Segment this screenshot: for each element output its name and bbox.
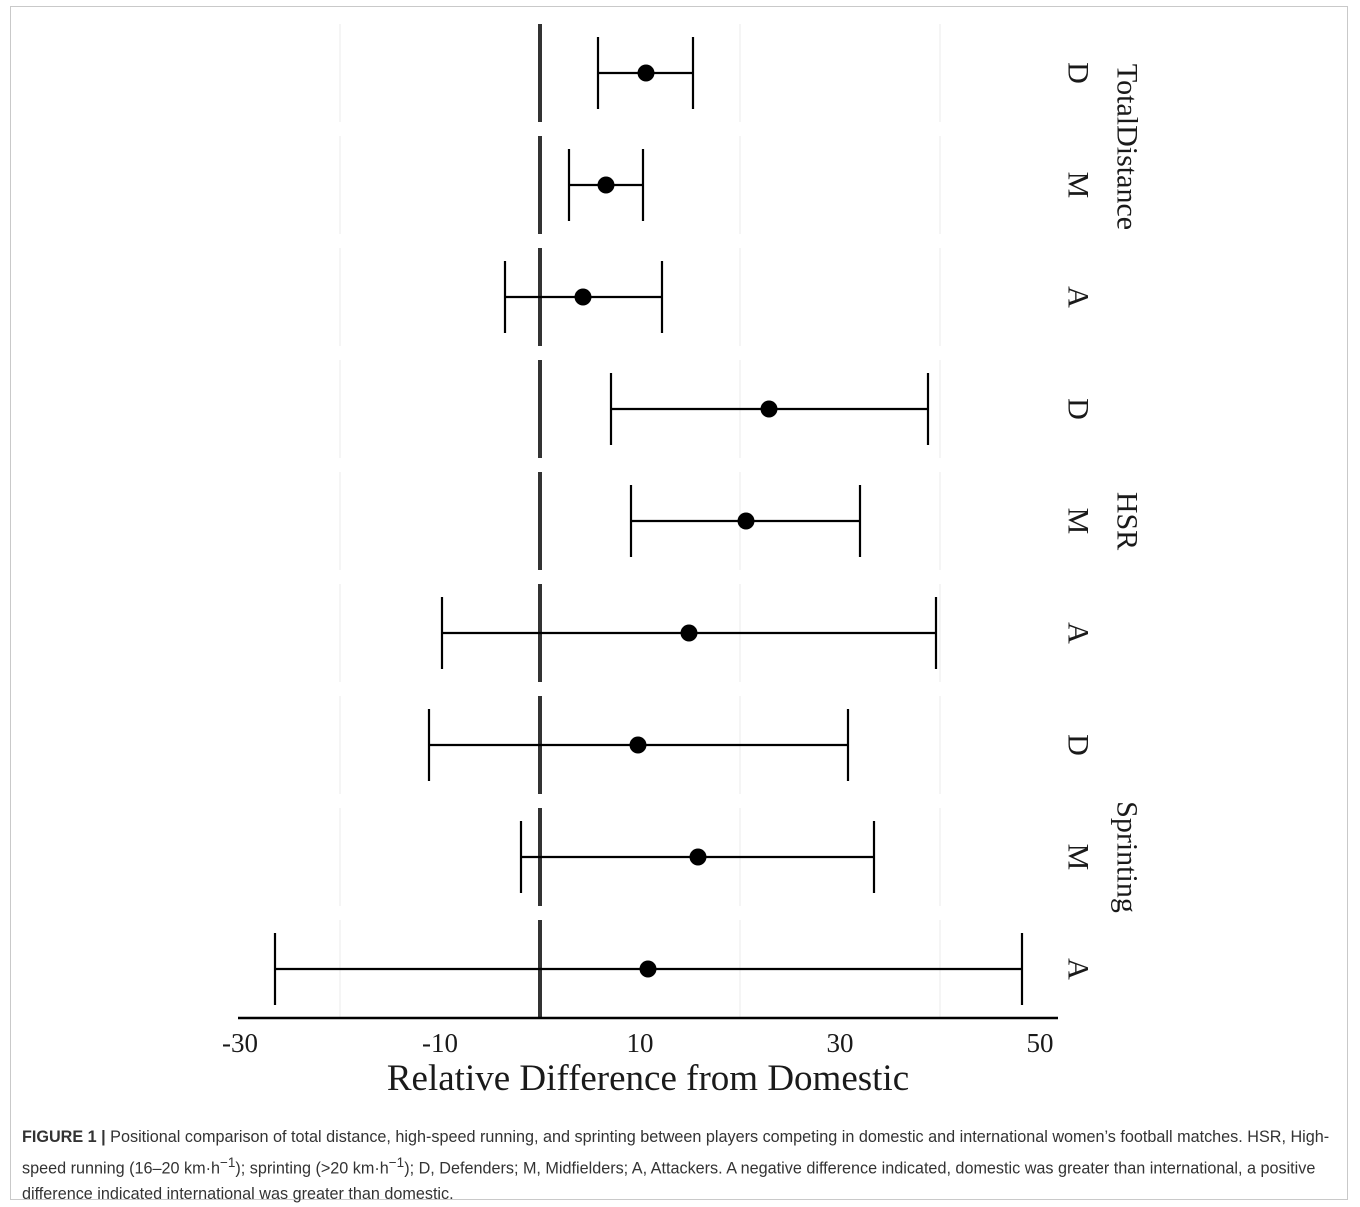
estimate-point [737,512,755,530]
figure-frame [10,6,1348,1200]
caption-text-2: ); sprinting (>20 km·h [235,1159,389,1178]
estimate-point [629,736,647,754]
row-label-A: A [1062,286,1095,308]
caption-sup-1: −1 [219,1155,236,1170]
estimate-point [689,848,707,866]
row-label-M: M [1062,844,1095,871]
row-label-M: M [1062,172,1095,199]
estimate-point [574,288,592,306]
caption-text-1: Positional comparison of total distance,… [22,1128,1330,1178]
estimate-point [680,624,698,642]
x-tick-label: 50 [1027,1028,1054,1058]
forest-plot: D M A TotalDistance D M A HSR D M A Sprinting -30 -10… [222,24,1144,1099]
row-label-M: M [1062,508,1095,535]
x-tick-label: 30 [827,1028,854,1058]
row-label-D: D [1062,398,1095,420]
figure-label: FIGURE 1 | [22,1128,106,1146]
row-label-D: D [1062,734,1095,756]
caption-text-3: ); D, Defenders; M, Midfielders; A, Atta… [22,1159,1316,1204]
estimate-point [597,176,615,194]
facet-label-totaldistance: TotalDistance [1111,64,1144,230]
figure-caption: FIGURE 1 | Positional comparison of tota… [22,1124,1332,1207]
estimate-point [760,400,778,418]
estimate-point [637,64,655,82]
row-label-D: D [1062,62,1095,84]
x-tick-label: -30 [222,1028,258,1058]
estimate-point [639,960,657,978]
x-axis-title: Relative Difference from Domestic [387,1058,909,1099]
facet-label-sprinting: Sprinting [1111,801,1144,913]
facet-label-hsr: HSR [1111,492,1144,550]
x-tick-label: 10 [627,1028,654,1058]
x-tick-label: -10 [422,1028,458,1058]
row-label-A: A [1062,622,1095,644]
caption-sup-2: −1 [388,1155,405,1170]
row-label-A: A [1062,958,1095,980]
